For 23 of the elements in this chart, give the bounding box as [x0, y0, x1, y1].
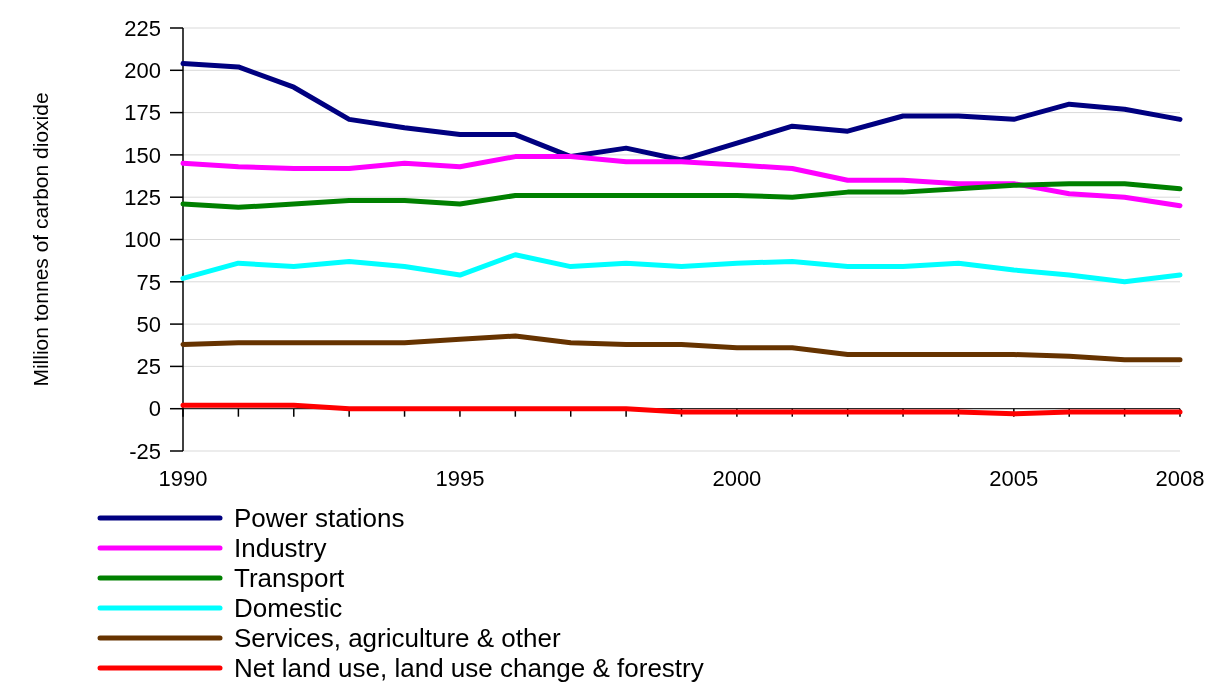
legend-label: Industry	[234, 533, 327, 564]
legend-label: Transport	[234, 563, 346, 594]
y-tick-label: 100	[124, 227, 161, 253]
y-axis-title: Million tonnes of carbon dioxide	[29, 92, 52, 387]
x-tick-label: 2005	[989, 466, 1039, 491]
legend-label: Net land use, land use change & forestry	[234, 653, 704, 684]
y-tick-label: 125	[124, 184, 161, 210]
x-tick-label: 2000	[712, 466, 762, 491]
legend-label: Power stations	[234, 503, 405, 534]
x-tick-label: 1995	[435, 466, 485, 491]
y-tick-label: 175	[124, 100, 161, 126]
y-tick-label: -25	[129, 438, 161, 464]
y-tick-label: 0	[148, 396, 161, 422]
y-tick-label: 50	[136, 311, 161, 337]
y-tick-label: 200	[124, 58, 161, 83]
y-tick-label: 225	[124, 15, 161, 41]
y-tick-label: 150	[124, 142, 161, 168]
x-tick-label: 2008	[1155, 466, 1205, 491]
legend-label: Domestic	[234, 593, 343, 624]
legend-label: Services, agriculture & other	[234, 623, 561, 654]
y-tick-label: 25	[136, 354, 161, 380]
x-tick-label: 1990	[158, 466, 208, 491]
y-tick-label: 75	[136, 269, 161, 295]
